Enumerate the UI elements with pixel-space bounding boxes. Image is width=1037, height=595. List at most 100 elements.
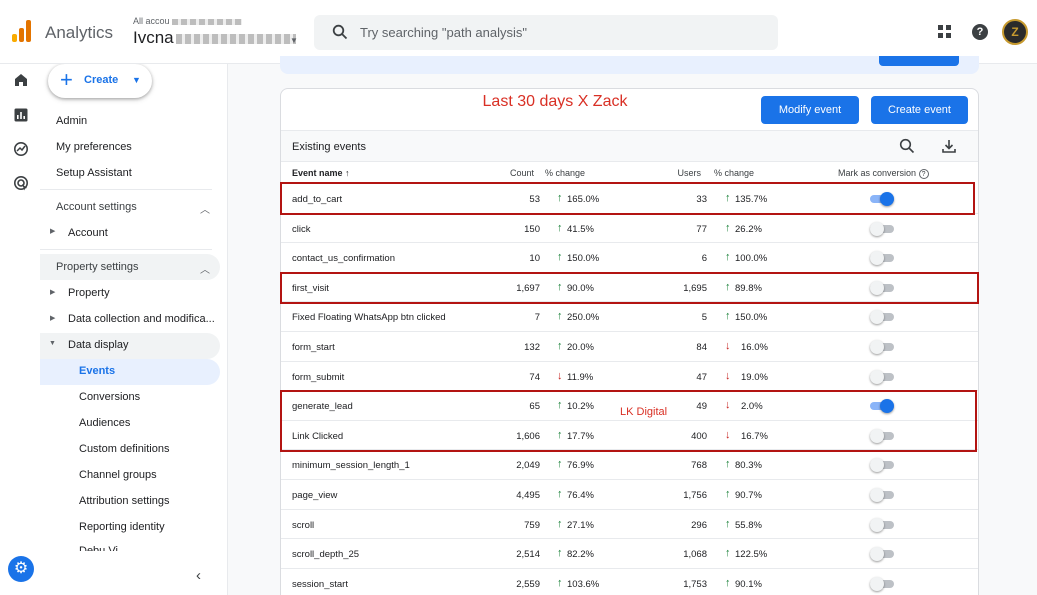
expand-arrow-icon[interactable]: ▶ <box>50 289 56 296</box>
analytics-logo-icon[interactable] <box>12 20 32 42</box>
account-selector[interactable]: Ivcna <box>133 28 296 48</box>
advertising-icon[interactable] <box>13 175 29 191</box>
admin-settings-icon[interactable]: ⚙ <box>8 556 34 582</box>
count-change: 41.5% <box>567 223 594 235</box>
account-caret-icon[interactable]: ▼ <box>290 36 298 45</box>
table-row[interactable]: session_start 2,559 ↑ 103.6% 1,753 ↑ 90.1% <box>281 569 978 595</box>
app-name[interactable]: Analytics <box>45 23 114 42</box>
chevron-up-icon[interactable]: ︿ <box>200 205 210 216</box>
modify-event-button[interactable]: Modify event <box>761 96 859 124</box>
search-input[interactable]: Try searching "path analysis" <box>360 25 527 40</box>
toggle-knob <box>880 192 894 206</box>
conversion-toggle[interactable] <box>870 221 894 236</box>
sidebar-item-channel-groups[interactable]: Channel groups <box>79 469 157 481</box>
apps-grid-icon[interactable] <box>938 25 952 39</box>
sidebar-item-data-display[interactable]: Data display <box>68 339 129 351</box>
collapse-arrow-icon[interactable]: ▼ <box>49 340 56 347</box>
event-name: form_submit <box>292 371 345 383</box>
count-change: 103.6% <box>567 578 600 590</box>
sidebar-item-conversions[interactable]: Conversions <box>79 391 141 403</box>
table-row[interactable]: Fixed Floating WhatsApp btn clicked 7 ↑ 250… <box>281 302 978 332</box>
table-row[interactable]: click 150 ↑ 41.5% 77 ↑ 26.2% <box>281 214 978 244</box>
expand-arrow-icon[interactable]: ▶ <box>50 315 56 322</box>
search-icon[interactable] <box>899 138 915 154</box>
toggle-knob <box>870 517 884 532</box>
conversion-toggle[interactable] <box>870 280 894 295</box>
sidebar-item-admin[interactable]: Admin <box>56 115 88 127</box>
count-change: 76.9% <box>567 460 594 472</box>
table-header: Event name ↑ Count % change Users % chan… <box>281 162 978 184</box>
table-row[interactable]: minimum_session_length_1 2,049 ↑ 76.9% 768 ↑ 8… <box>281 450 978 480</box>
sidebar-item-property[interactable]: Property <box>68 287 110 299</box>
arrow-up-icon: ↑ <box>725 310 731 323</box>
table-row[interactable]: contact_us_confirmation 10 ↑ 150.0% 6 ↑ 100.0% <box>281 243 978 273</box>
table-row[interactable]: scroll_depth_25 2,514 ↑ 82.2% 1,068 ↑ 122.5% <box>281 539 978 569</box>
table-row[interactable]: form_start 132 ↑ 20.0% 84 ↓ 16.0% <box>281 332 978 362</box>
column-count[interactable]: Count <box>509 168 534 178</box>
banner-button[interactable] <box>879 56 959 66</box>
conversion-toggle[interactable] <box>870 310 894 325</box>
conversion-toggle[interactable] <box>870 458 894 473</box>
search-bar[interactable]: Try searching "path analysis" <box>314 15 778 50</box>
arrow-up-icon: ↑ <box>725 458 731 471</box>
table-row[interactable]: page_view 4,495 ↑ 76.4% 1,756 ↑ 90.7% <box>281 480 978 510</box>
sidebar-item-events[interactable]: Events <box>79 365 116 377</box>
conversion-toggle[interactable] <box>870 547 894 562</box>
sidebar-item-my-preferences[interactable]: My preferences <box>56 141 132 153</box>
help-icon[interactable]: ? <box>972 24 988 40</box>
column-mark-conversion[interactable]: Mark as conversion ? <box>838 168 929 179</box>
conversion-toggle[interactable] <box>870 576 894 591</box>
sidebar-item-reporting-identity[interactable]: Reporting identity <box>79 521 165 533</box>
collapse-sidebar-icon[interactable]: ‹ <box>196 567 201 584</box>
sidebar-item-attribution-settings[interactable]: Attribution settings <box>79 495 170 507</box>
table-row[interactable]: scroll 759 ↑ 27.1% 296 ↑ 55.8% <box>281 510 978 540</box>
table-row[interactable]: first_visit 1,697 ↑ 90.0% 1,695 ↑ 89.8% <box>281 273 978 303</box>
arrow-up-icon: ↑ <box>725 488 731 500</box>
chevron-up-icon[interactable]: ︿ <box>200 265 210 276</box>
conversion-toggle[interactable] <box>870 488 894 502</box>
event-name: scroll <box>292 519 315 531</box>
conversion-toggle[interactable] <box>870 428 894 443</box>
sidebar-item-custom-definitions[interactable]: Custom definitions <box>79 443 170 455</box>
event-count: 65 <box>529 401 540 413</box>
column-users-change[interactable]: % change <box>714 168 755 178</box>
table-row[interactable]: add_to_cart 53 ↑ 165.0% 33 ↑ 135.7% <box>281 184 978 214</box>
column-count-change[interactable]: % change <box>545 168 586 178</box>
sidebar-item-data-collection[interactable]: Data collection and modifica... <box>68 313 215 325</box>
create-button[interactable]: + Create ▼ <box>48 64 152 98</box>
conversion-toggle[interactable] <box>870 369 894 384</box>
table-row[interactable]: generate_lead 65 ↑ 10.2% 49 ↓ 2.0% <box>281 391 978 421</box>
arrow-up-icon: ↑ <box>557 310 563 323</box>
section-property-settings[interactable]: Property settings <box>56 261 139 273</box>
create-event-button[interactable]: Create event <box>871 96 968 124</box>
user-count: 768 <box>691 460 707 472</box>
conversion-toggle[interactable] <box>870 399 894 414</box>
conversion-toggle[interactable] <box>870 192 894 206</box>
table-row[interactable]: Link Clicked 1,606 ↑ 17.7% 400 ↓ 16.7% <box>281 421 978 451</box>
user-count: 296 <box>691 519 707 531</box>
toggle-knob <box>870 221 884 236</box>
sidebar-item-audiences[interactable]: Audiences <box>79 417 131 429</box>
table-row[interactable]: form_submit 74 ↓ 11.9% 47 ↓ 19.0% <box>281 362 978 392</box>
arrow-up-icon: ↑ <box>557 221 563 234</box>
column-event-name[interactable]: Event name ↑ <box>292 168 350 178</box>
sidebar-item-debugview[interactable]: Debu Vi <box>79 545 118 551</box>
info-icon[interactable]: ? <box>918 169 929 179</box>
user-count: 1,753 <box>683 578 707 590</box>
conversion-toggle[interactable] <box>870 340 894 354</box>
arrow-up-icon: ↑ <box>557 458 563 471</box>
expand-arrow-icon[interactable]: ▶ <box>50 228 56 235</box>
reports-icon[interactable] <box>13 107 29 123</box>
sidebar-item-account[interactable]: Account <box>68 227 108 239</box>
home-icon[interactable] <box>13 72 29 88</box>
column-users[interactable]: Users <box>677 168 701 178</box>
account-path-small[interactable]: All accou <box>133 16 242 26</box>
conversion-toggle[interactable] <box>870 517 894 532</box>
explore-icon[interactable] <box>13 141 29 157</box>
section-account-settings[interactable]: Account settings <box>56 201 137 213</box>
arrow-up-icon: ↑ <box>725 517 731 530</box>
sidebar-item-setup-assistant[interactable]: Setup Assistant <box>56 167 132 179</box>
download-icon[interactable] <box>941 138 957 154</box>
avatar[interactable]: Z <box>1002 19 1028 45</box>
conversion-toggle[interactable] <box>870 251 894 266</box>
